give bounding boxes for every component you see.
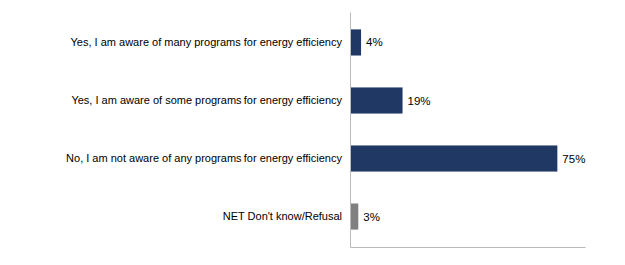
data-label: 19%	[408, 95, 431, 107]
bars	[350, 29, 557, 229]
y-tick: Yes, I am aware of many programs for ene…	[71, 36, 343, 48]
data-label: 4%	[366, 36, 383, 48]
y-tick: Yes, I am aware of some programs for ene…	[71, 94, 342, 106]
x-axis-line	[351, 247, 586, 248]
y-axis-line	[350, 13, 351, 248]
x-axis	[351, 247, 586, 248]
chart-svg: Yes, I am aware of many programs for ene…	[0, 0, 625, 265]
y-tick: No, I am not aware of any programs for e…	[66, 152, 342, 164]
y-tick-label: NET Don't know/Refusal	[223, 210, 342, 222]
bar	[350, 203, 358, 229]
data-label: 75%	[562, 153, 585, 165]
plot: Yes, I am aware of many programs for ene…	[66, 13, 585, 248]
bar	[350, 145, 557, 171]
y-tick-label: No, I am not aware of any programs for e…	[66, 152, 342, 164]
bar	[350, 29, 361, 55]
data-label: 3%	[363, 211, 380, 223]
bar	[350, 87, 403, 113]
y-tick-label: Yes, I am aware of some programs for ene…	[71, 94, 342, 106]
chart-container: Yes, I am aware of many programs for ene…	[0, 0, 625, 265]
data-labels: 4% 19% 75% 3%	[363, 36, 585, 222]
y-tick: NET Don't know/Refusal	[223, 210, 342, 222]
y-axis: Yes, I am aware of many programs for ene…	[66, 13, 350, 248]
y-tick-label: Yes, I am aware of many programs for ene…	[71, 36, 343, 48]
